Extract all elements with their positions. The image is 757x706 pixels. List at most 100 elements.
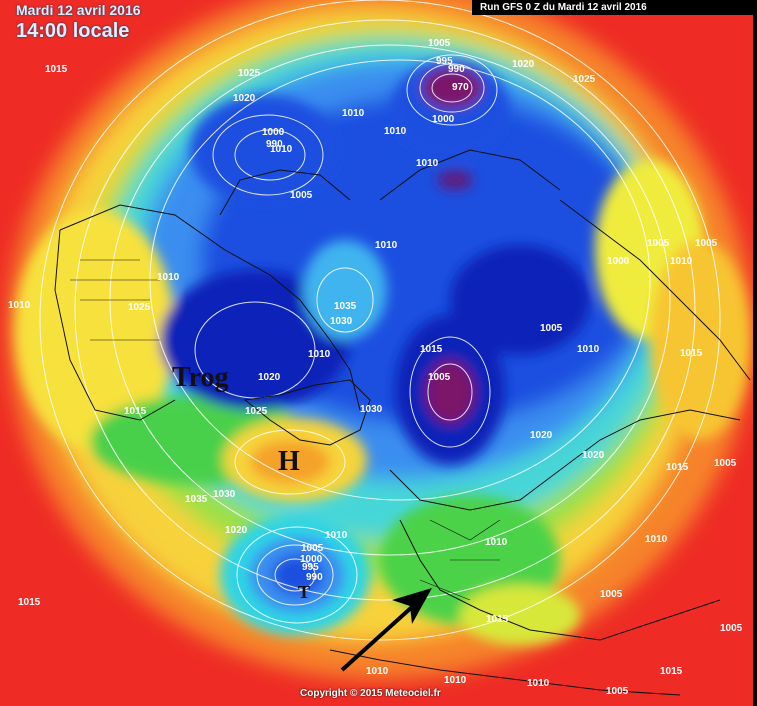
isobar-label: 1005 — [714, 458, 737, 469]
isobar-label: 1005 — [647, 238, 670, 249]
coast-eurasia-north — [389, 409, 741, 511]
coast-alaska — [219, 169, 351, 216]
isobar-label: 1015 — [18, 597, 41, 608]
date-label: Mardi 12 avril 2016 — [16, 2, 141, 18]
isobar-label: 1030 — [213, 489, 236, 500]
isobar-scand-1 — [427, 363, 473, 421]
isobar-label: 1010 — [645, 534, 668, 545]
blue-bering — [190, 95, 340, 205]
field-yellow-europe — [460, 585, 580, 645]
isobar-labels: 1015 1025 1020 1005 995 990 970 1000 1010 1020 102… — [8, 38, 743, 697]
arrow-annotation — [340, 588, 432, 672]
isobar-label: 1020 — [530, 430, 553, 441]
field-orange-asia — [650, 240, 750, 440]
coastlines — [54, 149, 751, 696]
isobar-label: 1010 — [270, 144, 293, 155]
isobar-label: 995 — [436, 56, 453, 67]
isobar-label: 1010 — [342, 108, 365, 119]
isobar-atlantic-3 — [236, 526, 358, 624]
isobar-label: 1010 — [8, 300, 31, 311]
isobar-label: 1010 — [577, 344, 600, 355]
deep-siberia — [450, 245, 590, 355]
isobar-label: 1010 — [384, 126, 407, 137]
isobar-label: 1020 — [582, 450, 605, 461]
isobar-label: 970 — [452, 82, 469, 93]
isobar-label: 1020 — [512, 59, 535, 70]
isobar-label: 1015 — [486, 614, 509, 625]
isobar-label: 1005 — [428, 372, 451, 383]
isobar-label: 1020 — [225, 525, 248, 536]
core-pacific-low — [422, 68, 482, 108]
field-yellow-west — [15, 210, 175, 450]
isobar-pacific-2 — [419, 63, 485, 113]
isobar-label: 1000 — [262, 127, 285, 138]
isobar-label: 1005 — [600, 589, 623, 600]
isobar-bering-2 — [212, 114, 324, 196]
isobar-label: 1010 — [325, 530, 348, 541]
isobar-label: 1000 — [300, 554, 323, 565]
borders-europe — [419, 519, 501, 601]
isobar-label: 1015 — [660, 666, 683, 677]
isobar-label: 1015 — [45, 64, 68, 75]
isobar-label: 1010 — [444, 675, 467, 686]
isobar-label: 1010 — [670, 256, 693, 267]
isobar-label: 1015 — [680, 348, 703, 359]
isobar-high-1 — [234, 429, 346, 495]
deep-trough — [160, 270, 350, 410]
run-info-bar: Run GFS 0 Z du Mardi 12 avril 2016 — [472, 0, 757, 15]
isobar-label: 1020 — [258, 372, 281, 383]
isobar-ring-2 — [74, 19, 696, 601]
isobar-label: 1015 — [420, 344, 443, 355]
high-label: H — [278, 446, 300, 477]
isobar-label: 1005 — [606, 686, 629, 697]
high-orange — [250, 440, 330, 484]
isobar-label: 1035 — [185, 494, 208, 505]
isobar-label: 990 — [306, 572, 323, 583]
isobar-label: 1005 — [290, 190, 313, 201]
isobar-label: 1005 — [301, 543, 324, 554]
isobar-ring-1 — [39, 0, 721, 641]
trough-label: Trog — [172, 362, 229, 393]
coast-canada — [59, 204, 361, 411]
borders-na — [70, 259, 160, 341]
isobar-label: 1035 — [334, 301, 357, 312]
low-label: T — [298, 582, 310, 602]
isobar-label: 1010 — [375, 240, 398, 251]
coast-greenland — [243, 379, 371, 446]
isobar-label: 1010 — [527, 678, 550, 689]
isobar-trough-1 — [194, 301, 316, 399]
core-siberia — [437, 170, 473, 190]
isobar-label: 1030 — [360, 404, 383, 415]
isobar-label: 1005 — [720, 623, 743, 634]
coast-siberia — [379, 149, 561, 201]
isobar-label: 1000 — [607, 256, 630, 267]
isobar-label: 1000 — [432, 114, 455, 125]
arctic-highish — [303, 240, 387, 340]
isobars — [39, 0, 721, 641]
isobar-label: 1025 — [128, 302, 151, 313]
isobar-label: 1015 — [666, 462, 689, 473]
isobar-label: 1010 — [157, 272, 180, 283]
isobar-label: 1005 — [428, 38, 451, 49]
isobar-pacific-3 — [406, 54, 498, 126]
isobar-label: 1005 — [695, 238, 718, 249]
arrow-head — [392, 588, 432, 624]
isobar-label: 1005 — [540, 323, 563, 334]
copyright-text: Copyright © 2015 Meteociel.fr — [300, 688, 441, 699]
core-low-scandinavia — [425, 360, 475, 424]
isobar-label: 1010 — [308, 349, 331, 360]
isobar-label: 1030 — [330, 316, 353, 327]
coast-europe-south — [399, 519, 721, 641]
isobar-scand-2 — [409, 336, 491, 448]
isobar-label: 1010 — [485, 537, 508, 548]
coast-na-west — [54, 229, 176, 421]
coast-asia-east — [559, 199, 751, 381]
isobar-label: 1025 — [573, 74, 596, 85]
isobar-label: 1010 — [416, 158, 439, 169]
isobar-bering-1 — [234, 129, 306, 181]
isobar-atlantic-2 — [256, 544, 334, 606]
isobar-label: 990 — [266, 139, 283, 150]
isobar-atlantic-1 — [274, 558, 316, 592]
